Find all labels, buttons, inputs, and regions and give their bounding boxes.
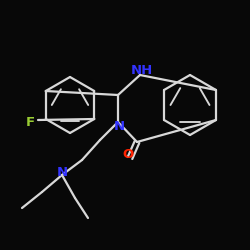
Text: N: N [114,120,124,132]
Text: N: N [56,166,68,178]
Text: NH: NH [131,64,153,76]
Text: O: O [122,148,134,162]
Text: F: F [26,116,35,128]
